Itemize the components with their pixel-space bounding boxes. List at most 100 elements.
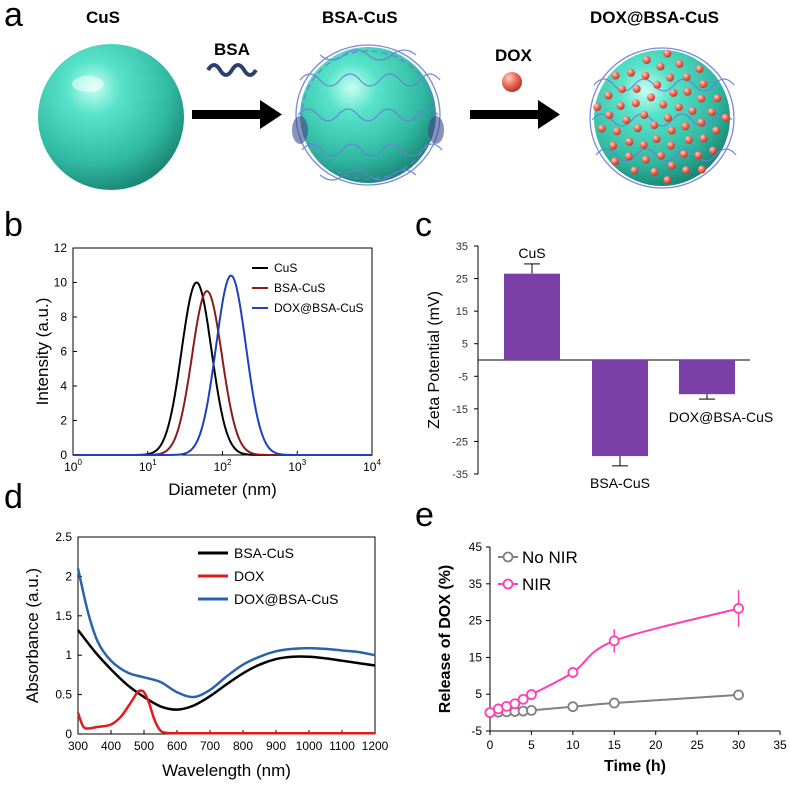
bar-cus <box>504 273 560 360</box>
schematic-drawing <box>38 44 737 190</box>
x-tick-label: 300 <box>68 739 88 753</box>
dox-molecule <box>709 146 717 155</box>
title-dox-bsa-cus: DOX@BSA-CuS <box>590 8 719 27</box>
y-axis-label: Intensity (a.u.) <box>33 298 52 406</box>
chart-d-absorbance: 0 0.5 1 1.5 2 2.5 300 400 500 600 700 800 900 1000 110… <box>23 530 389 780</box>
y-tick-label: 0 <box>65 727 72 741</box>
dox-molecule <box>657 151 665 160</box>
dox-molecule <box>639 140 648 149</box>
panel-letter-a: a <box>4 0 23 34</box>
x-tick-label: 101 <box>139 458 157 474</box>
x-tick-label: 1100 <box>329 739 355 753</box>
dox-molecule <box>647 93 656 102</box>
dox-molecule <box>605 111 614 120</box>
dox-molecule <box>633 124 642 133</box>
dox-molecule <box>688 106 697 115</box>
dox-molecule <box>632 84 641 93</box>
dox-molecule <box>611 71 620 80</box>
x-axis-label: Wavelength (nm) <box>162 761 291 780</box>
y-tick-label: 15 <box>469 650 483 664</box>
dox-molecule <box>609 141 618 150</box>
dox-molecule <box>699 134 708 143</box>
x-tick-label: 15 <box>608 738 622 752</box>
x-tick-label: 800 <box>233 739 253 753</box>
y-tick-label: -25 <box>452 436 468 448</box>
dox-molecule <box>618 85 627 94</box>
plot-frame <box>77 536 376 735</box>
x-tick-label: 1000 <box>296 739 323 753</box>
dox-molecule <box>669 88 678 97</box>
dox-molecule <box>683 87 692 96</box>
y-tick-label: 1 <box>65 648 72 662</box>
y-tick-label: 6 <box>60 345 67 359</box>
y-tick-label: -15 <box>452 404 468 416</box>
y-tick-label: 25 <box>456 274 468 286</box>
dox-molecule <box>593 102 602 111</box>
dox-molecule <box>697 94 706 103</box>
dox-molecule <box>642 56 651 64</box>
point-nir <box>509 698 521 710</box>
dox-molecule <box>697 118 706 127</box>
panel-letter-c: c <box>415 206 432 244</box>
y-tick-label: 10 <box>54 276 68 290</box>
x-tick-label: 103 <box>288 458 306 474</box>
title-cus: CuS <box>86 8 120 27</box>
x-tick-label: 900 <box>266 739 286 753</box>
arrow-2-icon <box>470 100 560 129</box>
y-tick-label: 35 <box>469 577 483 591</box>
y-axis-label: Release of DOX (%) <box>437 565 454 713</box>
dox-molecule <box>667 161 676 170</box>
dox-molecule <box>630 166 639 175</box>
dox-molecule <box>604 91 613 100</box>
legend-label: DOX@BSA-CuS <box>234 591 338 607</box>
legend-label: CuS <box>274 261 297 275</box>
dox-molecule <box>663 176 672 185</box>
y-tick-label: 8 <box>60 310 67 324</box>
dox-ball-icon <box>502 72 522 92</box>
chart-e-release: -5 5 15 25 35 45 0 5 10 15 20 25 30 35 Time (h) Release… <box>437 540 787 775</box>
dox-molecule <box>675 59 684 68</box>
x-tick-label: 0 <box>487 738 494 752</box>
y-tick-label: 1.5 <box>55 609 72 623</box>
y-tick-label: 0 <box>60 448 67 462</box>
x-tick-label: 600 <box>167 739 187 753</box>
point-no-nir <box>567 701 579 713</box>
x-axis-label: Time (h) <box>604 758 666 775</box>
dox-molecule <box>666 73 675 82</box>
series-line-bsa-cus <box>73 290 372 456</box>
y-tick-label: 15 <box>456 306 468 318</box>
chart-b-dls: 0 2 4 6 8 10 12 100 101 102 103 104 Diameter (nm) Int… <box>33 241 381 499</box>
y-tick-label: 2 <box>65 569 72 583</box>
bar-bsa-cus <box>592 360 648 457</box>
dox-molecule <box>695 65 704 73</box>
y-tick-label: 5 <box>475 687 482 701</box>
point-no-nir <box>526 704 537 716</box>
dox-molecule <box>682 166 690 175</box>
arrow-1-icon <box>192 100 282 129</box>
point-nir <box>567 667 579 678</box>
bar-label: DOX@BSA-CuS <box>669 409 773 425</box>
bar-label: CuS <box>518 245 545 261</box>
dox-molecule <box>664 114 672 122</box>
panel-letter-b: b <box>4 206 23 244</box>
dox-molecule <box>684 135 693 144</box>
x-tick-label: 700 <box>200 739 220 753</box>
legend-label: No NIR <box>522 548 578 567</box>
dox-molecule <box>625 137 634 146</box>
dox-molecule <box>650 121 659 130</box>
x-tick-label: 25 <box>690 738 704 752</box>
point-nir <box>608 635 620 647</box>
dox-molecule <box>659 100 668 109</box>
dox-molecule <box>667 126 676 135</box>
y-tick-label: 12 <box>54 241 68 255</box>
dox-molecule <box>699 80 708 88</box>
chart-c-zeta: 35 25 15 5 -5 -15 -25 -35 Zeta Potential (mV) CuS… <box>426 241 773 491</box>
bar-dox-bsa-cus <box>679 360 735 395</box>
x-tick-label: 104 <box>363 458 381 474</box>
y-tick-label: 4 <box>60 379 67 393</box>
dox-molecule <box>627 68 635 77</box>
panel-letter-e: e <box>415 496 434 534</box>
y-tick-label: -5 <box>458 371 468 383</box>
dox-molecule <box>712 126 721 135</box>
legend-marker <box>502 551 514 563</box>
